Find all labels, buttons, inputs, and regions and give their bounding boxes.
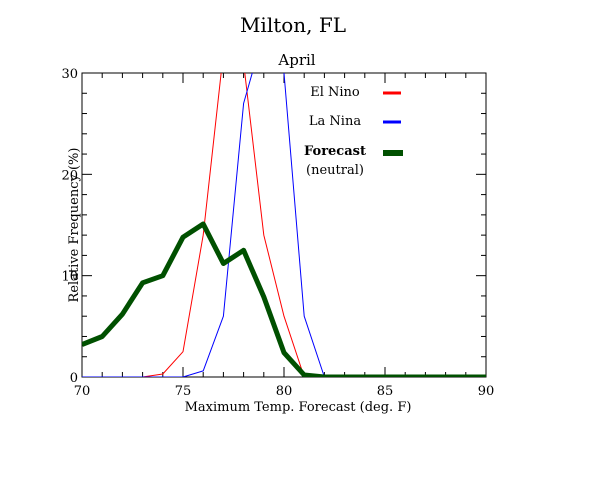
- y-tick-label: 0: [70, 371, 78, 386]
- chart-subtitle: April: [277, 51, 315, 69]
- y-tick-label: 30: [61, 67, 78, 82]
- series-line-forecast: [82, 221, 486, 377]
- x-axis-label: Maximum Temp. Forecast (deg. F): [185, 400, 412, 415]
- legend-label-forecast: Forecast: [304, 144, 366, 159]
- x-tick-label: 75: [175, 384, 192, 399]
- y-tick-label: 20: [61, 168, 78, 183]
- legend: El Nino La Nina Forecast (neutral): [304, 85, 403, 178]
- y-tick-label: 10: [61, 270, 78, 285]
- series-line-el-nino: [82, 73, 486, 377]
- x-tick-label: 70: [74, 384, 91, 399]
- series-line-la-nina: [82, 73, 486, 377]
- chart-title: Milton, FL: [240, 13, 346, 37]
- legend-label-el-nino: El Nino: [310, 85, 360, 100]
- x-tick-label: 90: [478, 384, 495, 399]
- y-axis: 0 10 20 30: [61, 67, 486, 386]
- x-tick-label: 85: [377, 384, 394, 399]
- legend-label-la-nina: La Nina: [309, 114, 361, 129]
- legend-label-forecast-sub: (neutral): [306, 163, 364, 178]
- plot-area: [81, 72, 487, 378]
- series-group: [82, 73, 486, 377]
- x-tick-label: 80: [276, 384, 293, 399]
- y-axis-label: Relative Frequency (%): [67, 148, 82, 303]
